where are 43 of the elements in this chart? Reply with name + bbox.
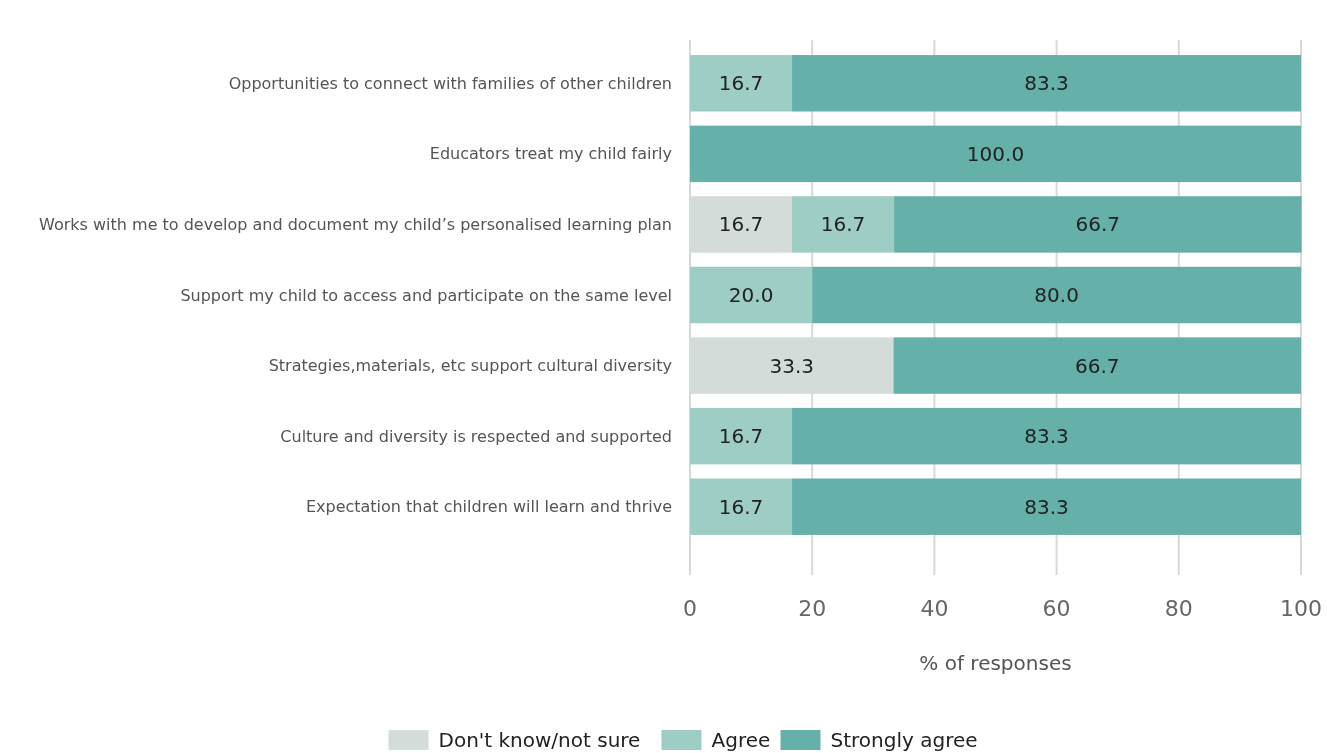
bar [792, 478, 1301, 535]
data-label: 66.7 [1074, 353, 1120, 378]
data-label: 20.0 [728, 283, 774, 307]
y-tick-label: Opportunities to connect with families of other children [228, 73, 672, 93]
bar [792, 196, 895, 253]
y-tick-label: Support my child to access and participate on the same level [180, 285, 672, 305]
bar [792, 55, 1301, 112]
data-label: 16.7 [820, 212, 866, 237]
y-tick-label: Strategies,materials, etc support cultural diversity [268, 356, 672, 376]
bar [894, 196, 1302, 253]
data-label: 16.7 [718, 494, 764, 519]
bar [893, 337, 1301, 394]
x-axis-title: % of responses [919, 651, 1072, 675]
y-tick-label: Culture and diversity is respected and supported [280, 426, 672, 446]
y-tick-label: Works with me to develop and document my child’s personalised learning plan [39, 215, 672, 235]
bar [690, 407, 793, 465]
y-tick-label: Educators treat my child fairly [429, 144, 672, 164]
data-label: 33.3 [769, 353, 814, 378]
bar [690, 125, 1301, 183]
bar [690, 55, 793, 112]
data-label: 80.0 [1034, 283, 1079, 307]
x-tick-label: 60 [1042, 595, 1071, 621]
y-tick-label: Expectation that children will learn and thrive [305, 497, 672, 517]
legend-label: Strongly agree [830, 728, 978, 752]
x-tick-label: 100 [1280, 595, 1322, 621]
x-tick-label: 40 [920, 595, 949, 621]
legend-label: Agree [711, 728, 771, 752]
data-label: 100.0 [966, 141, 1025, 166]
legend-label: Don't know/not sure [438, 728, 641, 752]
bar [690, 478, 793, 535]
data-label: 83.3 [1024, 424, 1069, 449]
data-label: 16.7 [718, 212, 764, 237]
bar [792, 407, 1301, 465]
data-label: 83.3 [1024, 494, 1069, 519]
data-label: 83.3 [1024, 71, 1069, 96]
bar [690, 266, 813, 324]
data-label: 66.7 [1075, 212, 1121, 237]
data-label: 16.7 [718, 424, 764, 449]
x-tick-label: 20 [798, 595, 827, 621]
x-tick-label: 80 [1164, 595, 1193, 621]
x-tick-label: 0 [683, 595, 697, 621]
bar [812, 266, 1301, 324]
data-label: 16.7 [718, 71, 764, 96]
